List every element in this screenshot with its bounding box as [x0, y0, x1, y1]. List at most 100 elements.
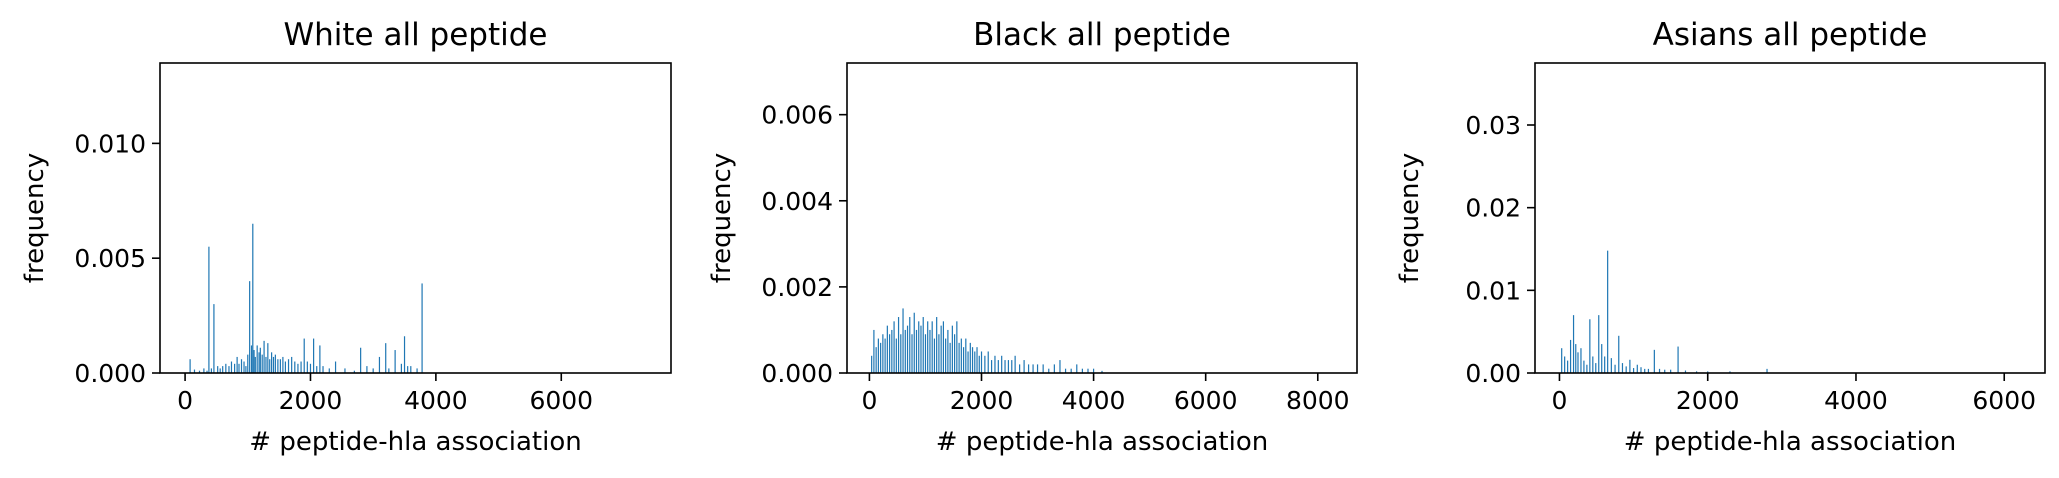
bar — [1589, 319, 1591, 373]
bar — [388, 368, 390, 373]
bar — [918, 321, 920, 373]
bar — [893, 321, 895, 373]
bar — [407, 366, 409, 373]
bar — [421, 283, 423, 373]
bar — [1032, 364, 1034, 373]
bar — [1629, 359, 1631, 373]
bar — [253, 350, 255, 373]
bar — [940, 325, 942, 373]
bar — [279, 359, 281, 373]
bar — [236, 356, 238, 373]
chart-panel-asians: 0 2000 4000 6000 0.00 0.01 0.02 0.03 Asians all … — [1395, 17, 2046, 457]
bar — [189, 359, 191, 373]
x-tick-label: 0 — [177, 386, 193, 415]
chart-title: Asians all peptide — [1653, 17, 1928, 53]
bar — [250, 345, 253, 373]
bar — [900, 334, 902, 373]
bar — [1658, 368, 1661, 373]
bar — [978, 355, 980, 373]
bar — [1064, 368, 1067, 373]
x-tick-label: 6000 — [529, 386, 593, 415]
bar — [888, 334, 891, 373]
x-tick-label: 2000 — [279, 386, 343, 415]
bar — [282, 356, 284, 373]
bar — [360, 347, 362, 373]
bar — [265, 356, 267, 373]
bar — [1572, 315, 1575, 373]
y-tick-label: 0.01 — [1465, 276, 1521, 305]
bar — [997, 360, 999, 373]
bar — [1696, 371, 1698, 373]
chart-panel-black: 0 2000 4000 6000 8000 0.000 0.002 0.004 0.006 Bla… — [707, 17, 1358, 457]
bar — [1053, 364, 1055, 373]
bar — [967, 351, 969, 373]
bar — [287, 359, 290, 373]
bar — [931, 321, 933, 373]
bar — [1023, 360, 1025, 373]
bar — [1076, 364, 1078, 373]
bar — [234, 363, 236, 373]
bar — [951, 325, 953, 373]
bar — [366, 366, 368, 373]
bar — [984, 355, 986, 373]
bar — [886, 325, 888, 373]
x-tick-label: 0 — [861, 386, 877, 415]
x-tick-label: 4000 — [404, 386, 468, 415]
bar — [936, 317, 938, 373]
bar — [222, 366, 224, 373]
bar — [922, 317, 924, 373]
bar — [994, 355, 996, 373]
bar — [927, 321, 929, 373]
bar — [238, 363, 240, 373]
bar — [1604, 356, 1606, 373]
bar — [1569, 339, 1572, 373]
bar — [240, 359, 243, 373]
y-tick-label: 0.000 — [74, 359, 146, 388]
y-axis-label: frequency — [707, 153, 737, 283]
y-tick-label: 0.004 — [761, 187, 833, 216]
bar — [974, 351, 976, 373]
bar — [319, 345, 321, 373]
bar — [1664, 369, 1666, 373]
bar — [193, 369, 196, 373]
bar — [306, 361, 308, 373]
bar — [372, 368, 374, 373]
bar — [272, 356, 275, 373]
bar — [274, 354, 276, 373]
bar — [913, 312, 915, 373]
bar — [877, 338, 879, 373]
bar — [313, 338, 315, 373]
bar — [1036, 364, 1039, 373]
bar — [1081, 368, 1083, 373]
bar — [1092, 368, 1095, 373]
bar — [400, 363, 402, 373]
bar — [1004, 360, 1006, 373]
bar — [334, 361, 337, 373]
bar — [316, 366, 318, 373]
bar — [217, 366, 219, 373]
bar — [911, 334, 913, 373]
bar — [920, 325, 922, 373]
bar — [247, 354, 249, 373]
bar — [297, 363, 299, 373]
x-tick-label: 8000 — [1286, 386, 1350, 415]
bar — [1684, 370, 1687, 373]
bar — [1610, 358, 1612, 373]
bar — [271, 352, 273, 373]
bar — [1564, 356, 1566, 373]
bar — [990, 360, 993, 373]
y-axis-label: frequency — [1395, 153, 1425, 283]
bar — [219, 368, 221, 373]
bar — [938, 334, 940, 373]
bar — [267, 343, 269, 373]
bar — [958, 342, 960, 373]
bar — [353, 370, 355, 373]
x-tick-label: 6000 — [1174, 386, 1238, 415]
x-tick-label: 2000 — [1676, 386, 1740, 415]
bar — [980, 351, 983, 373]
x-tick-label: 4000 — [1824, 386, 1888, 415]
bar — [1583, 360, 1585, 373]
bar — [263, 340, 265, 373]
bar — [203, 368, 205, 373]
